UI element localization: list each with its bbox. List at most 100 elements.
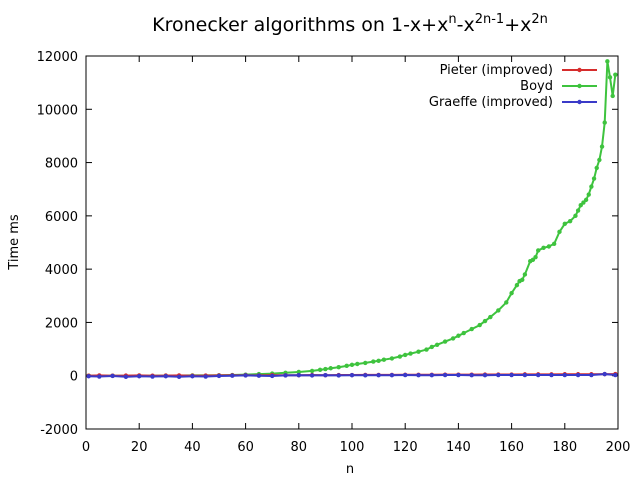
data-point bbox=[496, 308, 501, 313]
x-tick-label: 120 bbox=[393, 440, 418, 455]
data-point bbox=[546, 244, 552, 249]
data-point bbox=[557, 229, 562, 235]
data-point bbox=[456, 372, 461, 378]
data-point bbox=[230, 373, 235, 378]
data-point bbox=[296, 372, 301, 378]
data-point bbox=[137, 374, 142, 379]
series-1 bbox=[86, 59, 618, 378]
data-point bbox=[363, 373, 368, 378]
data-point bbox=[536, 372, 541, 378]
data-point bbox=[408, 351, 413, 356]
legend-swatch-marker bbox=[577, 67, 582, 73]
data-point bbox=[589, 184, 594, 189]
data-point bbox=[349, 372, 355, 378]
y-tick-label: 10000 bbox=[37, 103, 78, 118]
data-point bbox=[541, 245, 546, 251]
chart-title: Kronecker algorithms on 1-x+xn-x2n-1+x2n bbox=[152, 12, 548, 36]
data-point bbox=[270, 373, 275, 379]
data-point bbox=[309, 368, 315, 374]
data-point bbox=[482, 318, 488, 324]
legend-label: Graeffe (improved) bbox=[429, 95, 553, 110]
data-point bbox=[530, 257, 536, 263]
legend-entry: Boyd bbox=[520, 79, 597, 94]
x-tick-label: 100 bbox=[340, 440, 365, 455]
series-layer bbox=[86, 59, 618, 379]
data-point bbox=[309, 373, 315, 378]
data-point bbox=[429, 344, 434, 350]
data-point bbox=[594, 165, 599, 171]
data-point bbox=[317, 367, 323, 373]
x-tick-label: 160 bbox=[499, 440, 524, 455]
series-2 bbox=[86, 371, 618, 379]
data-point bbox=[256, 373, 262, 378]
data-point bbox=[123, 374, 129, 379]
legend-entry: Graeffe (improved) bbox=[429, 95, 597, 110]
data-point bbox=[416, 372, 421, 378]
data-point bbox=[344, 363, 349, 369]
data-point bbox=[442, 339, 448, 344]
legend-swatch-marker bbox=[577, 99, 582, 105]
data-point bbox=[589, 372, 594, 378]
data-point bbox=[591, 176, 597, 181]
y-tick-label: 6000 bbox=[45, 210, 78, 225]
data-point bbox=[403, 372, 408, 378]
data-point bbox=[551, 241, 557, 247]
x-tick-label: 20 bbox=[131, 440, 148, 455]
y-tick-label: 12000 bbox=[37, 50, 78, 65]
data-point bbox=[613, 372, 618, 378]
y-axis-label: Time ms bbox=[7, 214, 22, 271]
data-point bbox=[597, 157, 602, 163]
data-point bbox=[86, 374, 91, 379]
data-point bbox=[549, 372, 554, 378]
data-point bbox=[586, 192, 591, 197]
data-point bbox=[336, 373, 341, 378]
data-point bbox=[376, 372, 381, 378]
data-point bbox=[442, 372, 448, 378]
data-point bbox=[581, 200, 586, 205]
data-point bbox=[397, 354, 403, 359]
data-point bbox=[216, 373, 222, 379]
data-point bbox=[605, 59, 610, 64]
data-point bbox=[176, 374, 182, 379]
data-point bbox=[607, 75, 613, 80]
data-point bbox=[496, 372, 501, 378]
data-point bbox=[533, 254, 538, 260]
data-point bbox=[578, 203, 583, 208]
data-point bbox=[434, 342, 440, 348]
data-point bbox=[450, 336, 456, 341]
data-point bbox=[583, 197, 589, 203]
data-point bbox=[522, 272, 528, 277]
data-point bbox=[371, 359, 376, 364]
legend-label: Pieter (improved) bbox=[440, 63, 553, 78]
data-point bbox=[514, 282, 520, 288]
y-tick-label: 8000 bbox=[45, 157, 78, 172]
data-point bbox=[381, 357, 387, 362]
data-point bbox=[562, 221, 567, 227]
data-point bbox=[97, 374, 102, 379]
data-point bbox=[323, 366, 328, 372]
data-point bbox=[522, 372, 528, 378]
data-point bbox=[536, 248, 541, 253]
data-point bbox=[520, 277, 525, 282]
data-point bbox=[328, 366, 333, 371]
data-point bbox=[562, 372, 567, 378]
x-tick-label: 80 bbox=[291, 440, 308, 455]
data-point bbox=[575, 208, 581, 213]
data-point bbox=[323, 372, 328, 378]
x-axis-label: n bbox=[346, 462, 354, 477]
data-point bbox=[610, 93, 615, 99]
data-point bbox=[456, 333, 461, 338]
data-point bbox=[602, 120, 607, 125]
data-point bbox=[416, 349, 421, 354]
data-point bbox=[509, 372, 514, 378]
data-point bbox=[363, 360, 368, 366]
data-point bbox=[575, 372, 581, 378]
data-point bbox=[150, 374, 155, 379]
data-point bbox=[355, 361, 360, 367]
data-point bbox=[477, 322, 482, 328]
y-tick-label: 4000 bbox=[45, 263, 78, 278]
data-point bbox=[336, 364, 341, 370]
axis-ticks: 0 20 40 60 80 100 120 140 160 180 200 -2000 0 2000 400… bbox=[37, 50, 631, 455]
